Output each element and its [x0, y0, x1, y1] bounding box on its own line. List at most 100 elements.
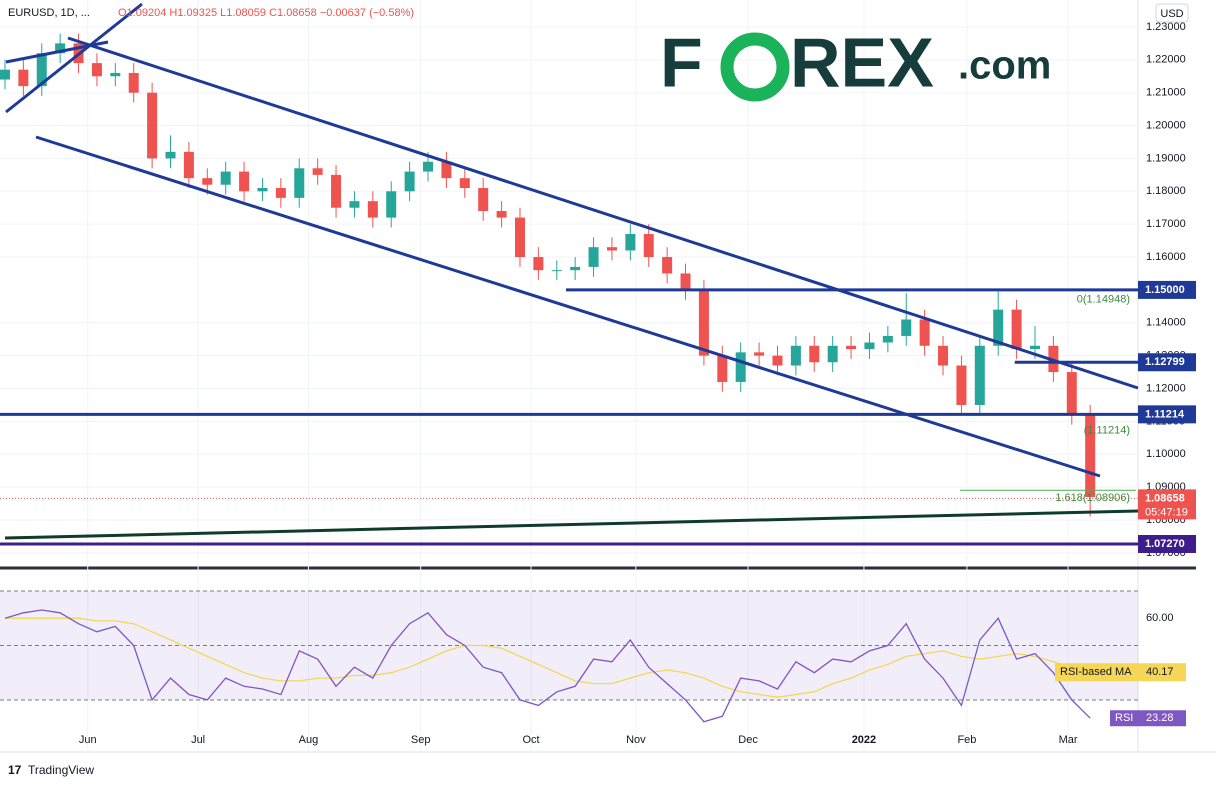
- candle-body: [349, 201, 360, 208]
- fib-label: 0(1.14948): [1077, 294, 1130, 306]
- candle-body: [294, 168, 305, 198]
- x-tick-label: Feb: [957, 734, 976, 746]
- level-box: [1138, 353, 1196, 372]
- x-tick-label: Sep: [411, 734, 431, 746]
- candle-body: [993, 309, 1004, 346]
- y-tick-label: 1.17000: [1146, 218, 1186, 230]
- candle-body: [147, 92, 158, 159]
- candle-body: [698, 289, 709, 356]
- candle-body: [423, 161, 434, 172]
- x-tick-label: Jun: [79, 734, 97, 746]
- y-tick-label: 1.22000: [1146, 54, 1186, 66]
- candle-body: [478, 188, 489, 212]
- candle-body: [588, 247, 599, 267]
- candle-body: [165, 151, 176, 159]
- rsi-ma-box: [1138, 663, 1186, 682]
- rsi-line: [4, 609, 1091, 723]
- channel-lower: [35, 135, 1101, 478]
- candle-body: [128, 72, 139, 93]
- candle-body: [533, 257, 544, 271]
- candle-body: [183, 151, 194, 179]
- candle-body: [846, 345, 857, 350]
- candle-body: [1011, 309, 1022, 350]
- candle-body: [202, 178, 213, 185]
- y-tick-label: 1.14000: [1146, 317, 1186, 329]
- countdown: 05:47:19: [1145, 506, 1188, 518]
- y-tick-label: 1.19000: [1146, 152, 1186, 164]
- logo-right: REX: [790, 23, 934, 101]
- rsi-name-box: [1110, 710, 1138, 727]
- candle-body: [735, 352, 746, 382]
- candle-body: [441, 161, 452, 179]
- level-box: [1138, 280, 1196, 299]
- symbol: EURUSD, 1D, ...: [8, 7, 90, 19]
- candle-body: [882, 335, 893, 343]
- candle-body: [974, 345, 985, 405]
- candle-body: [220, 171, 231, 185]
- level-label: 1.11214: [1145, 408, 1185, 420]
- candle-body: [643, 234, 654, 258]
- candle-body: [1085, 414, 1096, 497]
- last-price-label: 1.08658: [1145, 492, 1185, 504]
- x-tick-label: Jul: [191, 734, 205, 746]
- candle-body: [919, 319, 930, 346]
- candle-body: [551, 270, 562, 272]
- y-tick-label: 1.16000: [1146, 251, 1186, 263]
- logo-suffix: .com: [958, 44, 1051, 88]
- candle-body: [239, 171, 250, 192]
- branding-icon: 17: [8, 763, 22, 777]
- level-box: [1138, 534, 1196, 553]
- candle-body: [606, 247, 617, 251]
- rsi-name: RSI: [1115, 712, 1133, 724]
- y-tick-label: 1.18000: [1146, 185, 1186, 197]
- candle-body: [459, 178, 470, 189]
- x-tick-label: 2022: [852, 734, 876, 746]
- x-tick-label: Mar: [1059, 734, 1078, 746]
- candle-body: [625, 234, 636, 251]
- currency: USD: [1160, 8, 1183, 20]
- candle-body: [514, 217, 525, 258]
- y-tick-label: 1.20000: [1146, 119, 1186, 131]
- candle-body: [754, 352, 765, 356]
- logo-o: [720, 32, 790, 102]
- channel-upper: [67, 36, 1139, 390]
- candle-body: [662, 257, 673, 274]
- candle-body: [938, 345, 949, 366]
- candle-body: [901, 319, 912, 336]
- candle-body: [570, 266, 581, 271]
- logo-left: F: [660, 23, 703, 101]
- candle-body: [956, 365, 967, 405]
- candle-body: [331, 174, 342, 208]
- candle-body: [790, 345, 801, 366]
- fib-label: (1.11214): [1084, 424, 1130, 436]
- rsi-ma-line: [5, 617, 1091, 698]
- level-label: 1.12799: [1145, 356, 1185, 368]
- ohlc-header: O1.09204 H1.09325 L1.08059 C1.08658 −0.0…: [118, 7, 414, 19]
- rsi-ma-name: RSI-based MA: [1060, 666, 1132, 678]
- candle-body: [275, 188, 286, 198]
- x-tick-label: Nov: [626, 734, 646, 746]
- overlay: 1.15000 1.12799 1.11214 1.07270 1.08658 05:47…: [0, 280, 1196, 727]
- y-tick-label: 1.21000: [1146, 87, 1186, 99]
- candle-body: [1029, 345, 1040, 350]
- x-tick-label: Dec: [738, 734, 758, 746]
- candle-body: [257, 188, 268, 192]
- candle-body: [680, 273, 691, 290]
- candle-body: [18, 69, 29, 87]
- wedge-lower: [5, 2, 143, 114]
- candle-body: [36, 53, 47, 87]
- candle-body: [55, 43, 66, 54]
- candle-body: [404, 171, 415, 192]
- candle-body: [809, 345, 820, 363]
- candle-body: [827, 345, 838, 363]
- y-tick-label: 1.23000: [1146, 21, 1186, 33]
- y-tick-label: 1.12000: [1146, 382, 1186, 394]
- drawings: [4, 2, 1139, 540]
- rsi-ma-label: 40.17: [1146, 666, 1174, 678]
- fib-label: 1.618(1.08906): [1055, 492, 1130, 504]
- level-label: 1.07270: [1145, 538, 1185, 550]
- candle-body: [496, 211, 507, 218]
- rsi-value-label: 23.28: [1146, 712, 1174, 724]
